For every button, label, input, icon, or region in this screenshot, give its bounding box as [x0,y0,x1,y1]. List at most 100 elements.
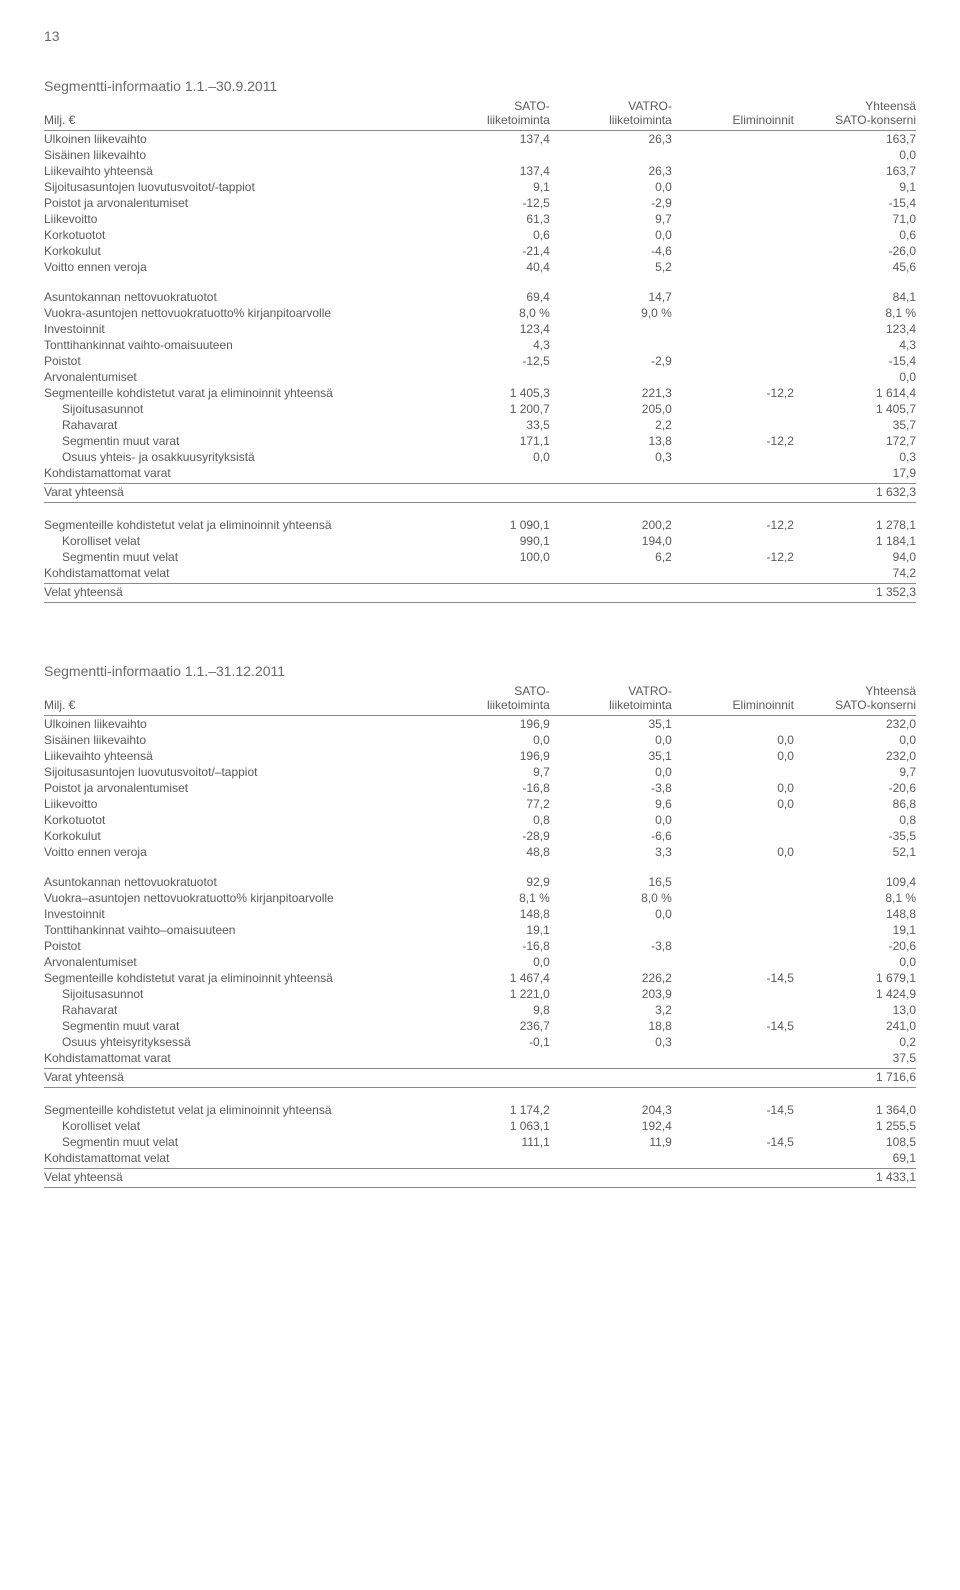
table-row: Segmenteille kohdistetut velat ja elimin… [44,1102,916,1118]
segment-table: Milj. €SATO-liiketoimintaVATRO-liiketoim… [44,683,916,1188]
cell: 236,7 [428,1018,550,1034]
cell: 9,0 % [550,305,672,321]
cell: 137,4 [428,163,550,179]
cell: 61,3 [428,211,550,227]
cell [672,986,794,1002]
cell [672,211,794,227]
table-row: Poistot-12,5-2,9-15,4 [44,353,916,369]
cell: 205,0 [550,401,672,417]
cell: 123,4 [794,321,916,337]
row-label: Velat yhteensä [44,1169,428,1188]
cell: 86,8 [794,796,916,812]
cell: -14,5 [672,1018,794,1034]
cell [428,1050,550,1069]
table-row: Arvonalentumiset0,00,0 [44,954,916,970]
table-row: Kohdistamattomat velat74,2 [44,565,916,584]
col-vatro: VATRO-liiketoiminta [550,683,672,716]
table-row: Voitto ennen veroja48,83,30,052,1 [44,844,916,860]
cell: 0,8 [794,812,916,828]
table-row: Korolliset velat1 063,1192,41 255,5 [44,1118,916,1134]
table-row: Sisäinen liikevaihto0,00,00,00,0 [44,732,916,748]
row-label: Varat yhteensä [44,1069,428,1088]
cell [550,565,672,584]
cell [672,1150,794,1169]
table-row: Ulkoinen liikevaihto137,426,3163,7 [44,131,916,148]
row-label: Kohdistamattomat varat [44,1050,428,1069]
cell: -14,5 [672,1102,794,1118]
cell: 2,2 [550,417,672,433]
cell [428,465,550,484]
cell: 0,0 [550,179,672,195]
row-label: Osuus yhteisyrityksessä [44,1034,428,1050]
cell: 0,0 [672,780,794,796]
row-label: Segmentin muut velat [44,1134,428,1150]
cell: 0,6 [794,227,916,243]
cell [672,163,794,179]
cell: 13,8 [550,433,672,449]
cell: -12,5 [428,353,550,369]
row-label: Korolliset velat [44,1118,428,1134]
cell: 1 090,1 [428,517,550,533]
cell: 5,2 [550,259,672,275]
table-row: Vuokra–asuntojen nettovuokratuotto% kirj… [44,890,916,906]
row-label: Kohdistamattomat varat [44,465,428,484]
cell: 35,1 [550,748,672,764]
cell: 221,3 [550,385,672,401]
table-row: Korkokulut-21,4-4,6-26,0 [44,243,916,259]
cell [672,305,794,321]
table-row: Kohdistamattomat varat17,9 [44,465,916,484]
cell: 0,0 [428,954,550,970]
cell: 1 221,0 [428,986,550,1002]
cell: 45,6 [794,259,916,275]
table-row: Korkotuotot0,60,00,6 [44,227,916,243]
cell [672,1118,794,1134]
cell [672,417,794,433]
cell [428,1069,550,1088]
col-yhteensa: YhteensäSATO-konserni [794,98,916,131]
cell: -2,9 [550,353,672,369]
cell: 33,5 [428,417,550,433]
row-label: Sijoitusasuntojen luovutusvoitot/–tappio… [44,764,428,780]
cell [672,764,794,780]
table-row: Varat yhteensä1 632,3 [44,484,916,503]
table-row: Liikevoitto61,39,771,0 [44,211,916,227]
cell: 0,0 [794,369,916,385]
cell: -14,5 [672,1134,794,1150]
cell: 0,0 [550,906,672,922]
section-title: Segmentti-informaatio 1.1.–30.9.2011 [44,78,916,94]
cell [672,369,794,385]
cell: 0,2 [794,1034,916,1050]
cell [672,1034,794,1050]
cell: 1 364,0 [794,1102,916,1118]
cell: 16,5 [550,874,672,890]
row-label: Segmenteille kohdistetut velat ja elimin… [44,517,428,533]
table-row: Segmentin muut varat171,113,8-12,2172,7 [44,433,916,449]
row-label: Osuus yhteis- ja osakkuusyrityksistä [44,449,428,465]
cell [672,1169,794,1188]
table-row: Vuokra-asuntojen nettovuokratuotto% kirj… [44,305,916,321]
table-row: Sijoitusasunnot1 221,0203,91 424,9 [44,986,916,1002]
row-label: Segmentin muut velat [44,549,428,565]
cell: -20,6 [794,780,916,796]
col-sato: SATO-liiketoiminta [428,98,550,131]
cell: -12,2 [672,433,794,449]
row-label: Investoinnit [44,321,428,337]
row-label: Sisäinen liikevaihto [44,147,428,163]
row-label: Asuntokannan nettovuokratuotot [44,874,428,890]
cell: 1 424,9 [794,986,916,1002]
cell [428,1169,550,1188]
row-label: Poistot ja arvonalentumiset [44,195,428,211]
row-label: Rahavarat [44,417,428,433]
cell: 1 352,3 [794,584,916,603]
cell [672,716,794,733]
row-label: Segmenteille kohdistetut varat ja elimin… [44,385,428,401]
cell: 0,0 [428,732,550,748]
cell: 69,4 [428,289,550,305]
cell: 194,0 [550,533,672,549]
cell: 192,4 [550,1118,672,1134]
cell: -3,8 [550,780,672,796]
cell: 0,3 [794,449,916,465]
table-row: Arvonalentumiset0,0 [44,369,916,385]
cell [550,369,672,385]
cell: -15,4 [794,353,916,369]
